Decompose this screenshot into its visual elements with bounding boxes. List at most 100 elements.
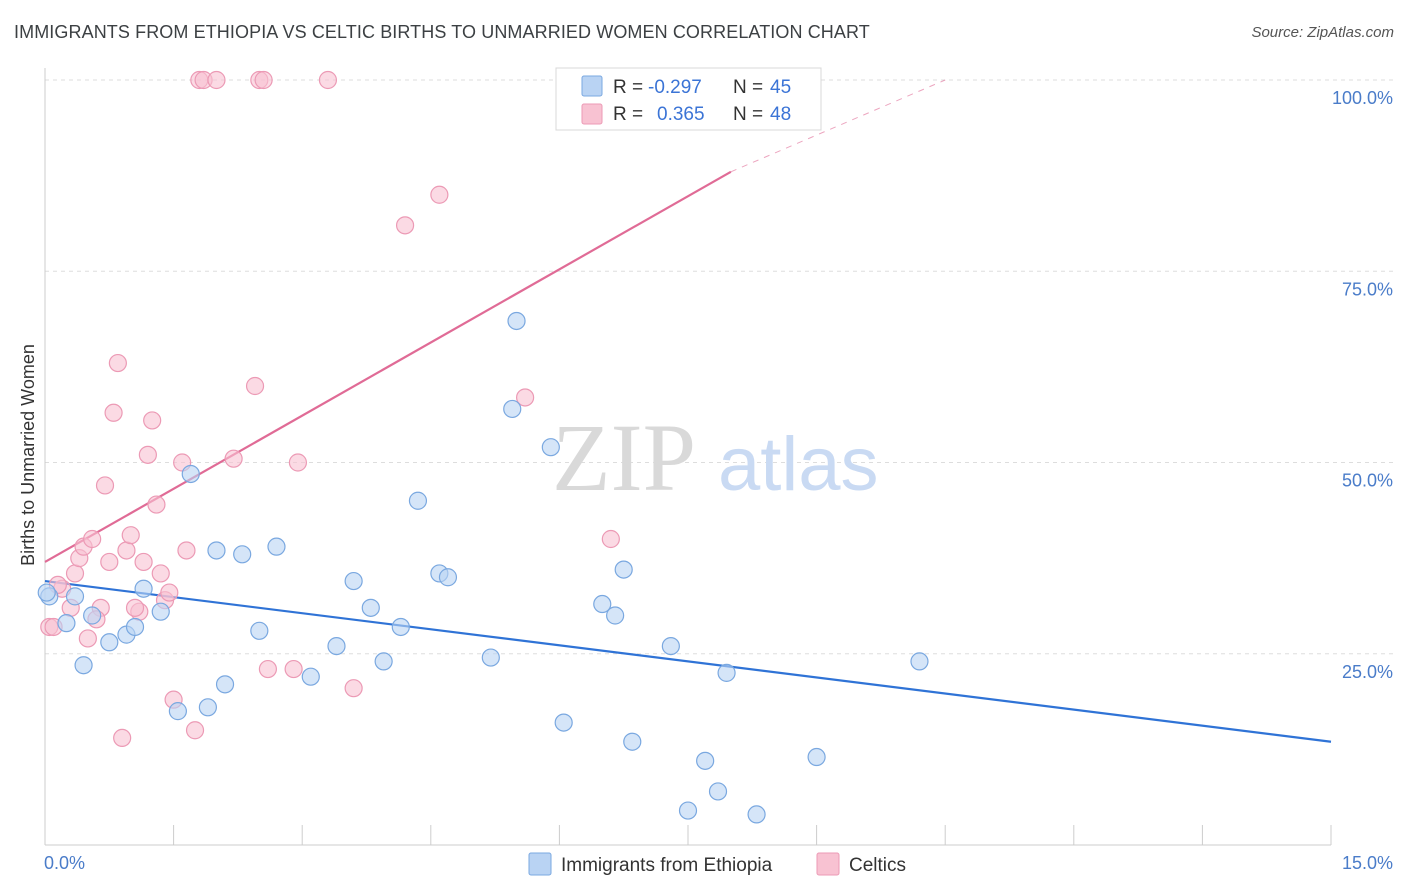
ethiopia-point-16 (267, 537, 286, 556)
data-points (37, 70, 929, 824)
celtics-point-24 (160, 583, 179, 602)
ethiopia-point-18 (327, 636, 346, 656)
ethiopia-point-7 (125, 617, 145, 637)
watermark-atlas: atlas (718, 422, 879, 507)
ethiopia-point-39 (717, 663, 736, 682)
ethiopia-point-32 (606, 606, 625, 625)
ethiopia-point-25 (438, 568, 458, 587)
ethiopia-point-36 (678, 801, 698, 820)
x-tick-labels: 0.0% 15.0% (44, 853, 1393, 873)
ethiopia-point-19 (344, 571, 363, 591)
ethiopia-point-29 (541, 438, 560, 457)
celtics-point-43 (516, 388, 535, 407)
ethiopia-point-44 (198, 698, 217, 717)
ethiopia-point-21 (374, 652, 393, 671)
ethiopia-point-40 (747, 805, 766, 824)
ethiopia-point-33 (614, 560, 633, 579)
celtics-point-27 (177, 541, 196, 560)
ethiopia-point-41 (807, 747, 826, 767)
y-tick-label-1: 75.0% (1342, 279, 1393, 299)
series-legend: Immigrants from Ethiopia Celtics (528, 852, 906, 876)
ethiopia-point-15 (250, 621, 269, 640)
legend-r-label-2: R = (613, 104, 643, 125)
legend-n-value-2: 48 (770, 104, 791, 125)
bottom-legend-swatch-celtics (816, 852, 840, 876)
ethiopia-point-23 (408, 491, 428, 510)
legend-r-value-1: -0.297 (648, 77, 702, 98)
legend-n-label-2: N = (733, 104, 763, 125)
ethiopia-point-5 (100, 633, 119, 652)
celtics-point-7 (78, 629, 97, 648)
celtics-point-16 (121, 526, 140, 545)
celtics-point-32 (224, 449, 243, 468)
ethiopia-point-12 (207, 541, 226, 560)
legend-swatch-celtics (581, 103, 603, 125)
source-label: Source: ZipAtlas.com (1251, 24, 1394, 41)
celtics-point-20 (143, 411, 162, 430)
x-tick-label-0: 0.0% (44, 853, 85, 873)
y-tick-label-2: 50.0% (1342, 471, 1393, 491)
ethiopia-point-37 (696, 751, 715, 770)
bottom-legend-swatch-ethiopia (528, 852, 552, 876)
celtics-point-21 (147, 495, 166, 514)
celtics-point-8 (83, 529, 102, 549)
ethiopia-point-13 (215, 675, 235, 694)
celtics-point-39 (318, 70, 338, 90)
ethiopia-point-1 (57, 614, 76, 633)
ethiopia-point-10 (168, 702, 187, 721)
legend-swatch-ethiopia (581, 75, 603, 97)
celtics-point-42 (430, 185, 449, 204)
celtics-point-37 (284, 659, 303, 679)
ethiopia-point-3 (74, 656, 93, 675)
celtics-point-22 (151, 564, 170, 583)
correlation-legend: R = -0.297 N = 45 R = 0.365 N = 48 (555, 67, 822, 131)
celtics-point-35 (254, 70, 273, 90)
y-tick-labels: 100.0% 75.0% 50.0% 25.0% (1332, 88, 1393, 682)
ethiopia-point-31 (593, 594, 612, 614)
celtics-point-38 (288, 453, 308, 472)
legend-n-label-1: N = (733, 77, 763, 98)
celtics-point-13 (108, 353, 127, 373)
ethiopia-point-22 (391, 617, 410, 637)
watermark: ZIP atlas (552, 404, 879, 511)
legend-r-value-2: 0.365 (657, 104, 705, 125)
celtics-point-18 (134, 552, 153, 572)
celtics-point-47 (125, 598, 145, 617)
y-axis-title: Births to Unmarried Women (18, 344, 38, 566)
ethiopia-point-14 (233, 545, 252, 564)
ethiopia-point-38 (708, 782, 728, 801)
ethiopia-point-17 (301, 667, 320, 686)
celtics-trend-line-extension (730, 79, 946, 173)
bottom-legend-label-celtics: Celtics (849, 855, 906, 876)
celtics-point-19 (138, 445, 157, 464)
ethiopia-point-27 (503, 399, 522, 419)
legend-r-label-1: R = (613, 77, 643, 98)
ethiopia-point-28 (507, 311, 526, 331)
ethiopia-point-2 (65, 587, 85, 606)
celtics-point-33 (245, 376, 265, 396)
ethiopia-point-42 (910, 652, 929, 671)
celtics-point-15 (117, 541, 136, 560)
ethiopia-point-35 (661, 636, 680, 656)
ethiopia-point-30 (554, 713, 573, 732)
ethiopia-point-26 (481, 648, 500, 667)
y-tick-label-0: 100.0% (1332, 88, 1393, 108)
ethiopia-point-34 (623, 732, 642, 751)
celtics-point-10 (95, 476, 115, 495)
celtics-point-36 (258, 659, 278, 679)
ethiopia-point-9 (151, 602, 170, 621)
ethiopia-point-11 (181, 464, 200, 484)
ethiopia-point-8 (134, 579, 153, 598)
celtics-point-28 (185, 721, 205, 740)
y-tick-label-3: 25.0% (1342, 662, 1393, 682)
ethiopia-trend-line (44, 579, 1332, 743)
celtics-point-31 (207, 70, 226, 90)
celtics-point-11 (100, 552, 119, 572)
grid-lines (45, 79, 1393, 655)
celtics-point-44 (601, 529, 620, 549)
celtics-point-41 (395, 216, 415, 235)
ethiopia-point-20 (361, 598, 380, 617)
chart-title: IMMIGRANTS FROM ETHIOPIA VS CELTIC BIRTH… (14, 22, 870, 42)
